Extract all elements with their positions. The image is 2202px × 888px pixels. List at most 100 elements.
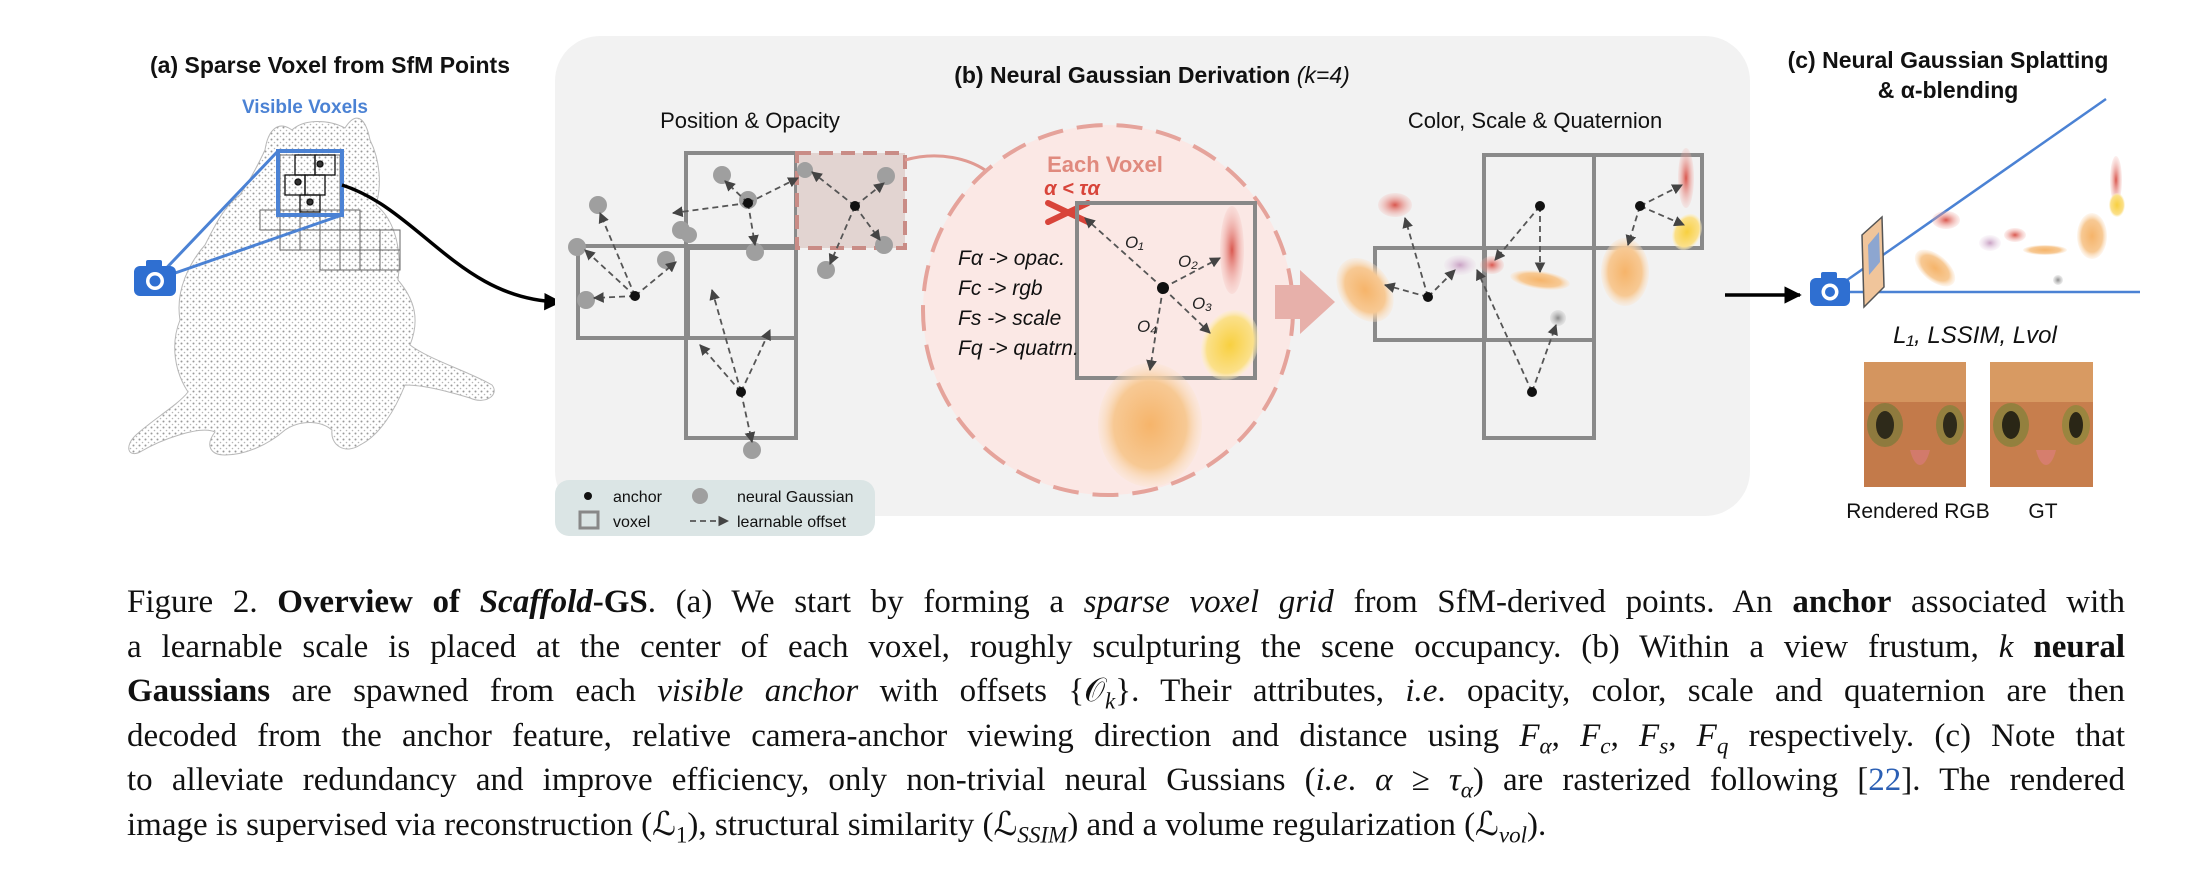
panel-a-title: (a) Sparse Voxel from SfM Points <box>150 52 510 78</box>
panel-c-title-line1: (c) Neural Gaussian Splatting <box>1788 47 2109 73</box>
image-plane <box>1861 215 1885 309</box>
right-gaussians <box>1336 148 1703 326</box>
loss-label: L₁, LSSIM, Lvol <box>1893 322 2057 349</box>
legend-box <box>555 480 875 536</box>
caption-run: k <box>1104 687 1116 714</box>
right-anchors <box>1423 201 1645 397</box>
legend-gaussian-label: neural Gaussian <box>737 489 854 506</box>
caption-run: F <box>1639 717 1660 754</box>
caption-run: Gaussians <box>127 673 271 709</box>
caption-run: q <box>1716 732 1729 759</box>
camera-icon-c <box>1810 272 1850 306</box>
caption-run: i.e <box>1315 762 1348 798</box>
caption-run: sparse voxel grid <box>1083 584 1334 620</box>
caption-run: α <box>1375 762 1393 798</box>
caption-run: s <box>1659 732 1669 759</box>
decoder-opacity: Fα -> opac. <box>958 247 1065 270</box>
caption-run: , <box>1551 717 1581 754</box>
caption-run: Figure 2. <box>127 584 278 620</box>
panel-c-title-line2: & α-blending <box>1878 77 2019 103</box>
caption-line: decoded from the anchor feature, relativ… <box>127 714 2125 759</box>
caption-run: F <box>1580 717 1601 754</box>
inner-anchor <box>1157 282 1169 294</box>
panel-a: (a) Sparse Voxel from SfM Points Visible… <box>128 52 562 456</box>
legend-anchor-label: anchor <box>613 489 663 506</box>
caption-line: to alleviate redundancy and improve effi… <box>127 758 2125 803</box>
offset-labels: O₁ O₂ O₃ O₄ <box>1125 233 1212 336</box>
legend-gaussian-icon <box>692 488 708 504</box>
color-scale-quaternion-label: Color, Scale & Quaternion <box>1408 108 1662 133</box>
caption-run: visible anchor <box>657 673 859 709</box>
each-voxel-label: Each Voxel <box>1047 152 1163 177</box>
caption-run: vol <box>1498 821 1528 848</box>
caption-run: . opacity, color, scale and quaternion a… <box>1437 673 2125 709</box>
inner-gaussians <box>1098 206 1260 487</box>
panel-c: (c) Neural Gaussian Splatting & α-blendi… <box>1725 47 2140 523</box>
caption-run: . <box>1347 762 1376 798</box>
position-opacity-label: Position & Opacity <box>660 108 840 133</box>
arrow-a-to-b <box>341 183 562 311</box>
alpha-threshold-label: α < τα <box>1044 178 1101 200</box>
caption-run: are spawned from each <box>270 673 658 709</box>
caption-run: k <box>1998 628 2014 665</box>
caption-line: Figure 2. Overview of Scaffold-GS. (a) W… <box>127 580 2125 625</box>
caption-run: , <box>1610 717 1640 754</box>
caption-run: to alleviate redundancy and improve effi… <box>127 762 1316 798</box>
legend-anchor-icon <box>584 492 592 500</box>
caption-run: respectively. (c) Note that <box>1728 717 2126 754</box>
offset-o1: O₁ <box>1125 233 1144 252</box>
decoder-quaternion: Fq -> quatrn. <box>958 337 1079 360</box>
pruned-cross-icon <box>1045 200 1091 225</box>
right-offsets <box>1383 184 1685 393</box>
decoder-list: Fα -> opac. Fc -> rgb Fs -> scale Fq -> … <box>958 247 1079 360</box>
caption-run: -GS <box>592 584 648 620</box>
citation-link[interactable]: 22 <box>1868 762 1902 798</box>
sparse-voxel-grid <box>259 154 401 271</box>
caption-run: α <box>1539 732 1552 759</box>
caption-run: i.e <box>1405 673 1438 709</box>
left-neural-gaussians <box>568 162 895 459</box>
block-arrow-icon <box>1275 270 1335 334</box>
offset-o3: O₃ <box>1192 294 1212 313</box>
offset-o4: O₄ <box>1137 317 1157 336</box>
camera-icon <box>134 260 176 296</box>
caption-run: associated with <box>1891 584 2125 620</box>
caption-line: image is supervised via reconstruction (… <box>127 803 2125 848</box>
caption-run: Scaffold <box>479 584 593 620</box>
caption-run: Overview of <box>277 584 480 620</box>
cat-point-cloud <box>128 117 495 456</box>
gt-label: GT <box>2028 500 2057 523</box>
caption-run <box>2013 629 2033 665</box>
decoder-scale: Fs -> scale <box>958 307 1061 330</box>
legend-offset-label: learnable offset <box>737 514 847 531</box>
caption-run: τ <box>1448 762 1461 798</box>
caption-run: ≥ <box>1392 762 1449 798</box>
ground-truth-image <box>1990 362 2093 487</box>
panel-b-title: (b) Neural Gaussian Derivation (k=4) <box>954 62 1350 88</box>
left-offsets <box>584 171 885 444</box>
caption-run: decoded from the anchor feature, relativ… <box>127 717 1520 754</box>
rendered-rgb-image <box>1864 362 1966 487</box>
caption-run: . (a) We start by forming a <box>647 584 1084 620</box>
legend-voxel-label: voxel <box>613 514 650 531</box>
caption-run: image is supervised via reconstruction (… <box>127 806 676 843</box>
rendered-rgb-label: Rendered RGB <box>1846 500 1990 523</box>
caption-run: α <box>1460 776 1473 803</box>
panel-b-title-k: (k=4) <box>1297 62 1350 88</box>
caption-run: ). <box>1527 806 1547 843</box>
caption-run: from SfM-derived points. An <box>1333 584 1793 620</box>
caption-run: a learnable scale is placed at the cente… <box>127 628 1999 665</box>
caption-run: ) and a volume regularization (ℒ <box>1067 806 1499 843</box>
caption-run: ]. The rendered <box>1901 762 2125 798</box>
caption-run: , <box>1668 717 1697 754</box>
caption-run: F <box>1696 717 1717 754</box>
offset-o2: O₂ <box>1178 252 1198 271</box>
zoom-connector <box>904 154 986 172</box>
legend-voxel-icon <box>578 510 600 530</box>
overview-figure: (a) Sparse Voxel from SfM Points Visible… <box>128 36 2140 536</box>
right-voxel-structure <box>1373 153 1704 440</box>
visible-voxels-label: Visible Voxels <box>242 97 368 118</box>
caption-run: }. Their attributes, <box>1115 673 1406 709</box>
caption-run: c <box>1600 732 1611 759</box>
legend: anchor neural Gaussian voxel learnable o… <box>555 480 875 536</box>
